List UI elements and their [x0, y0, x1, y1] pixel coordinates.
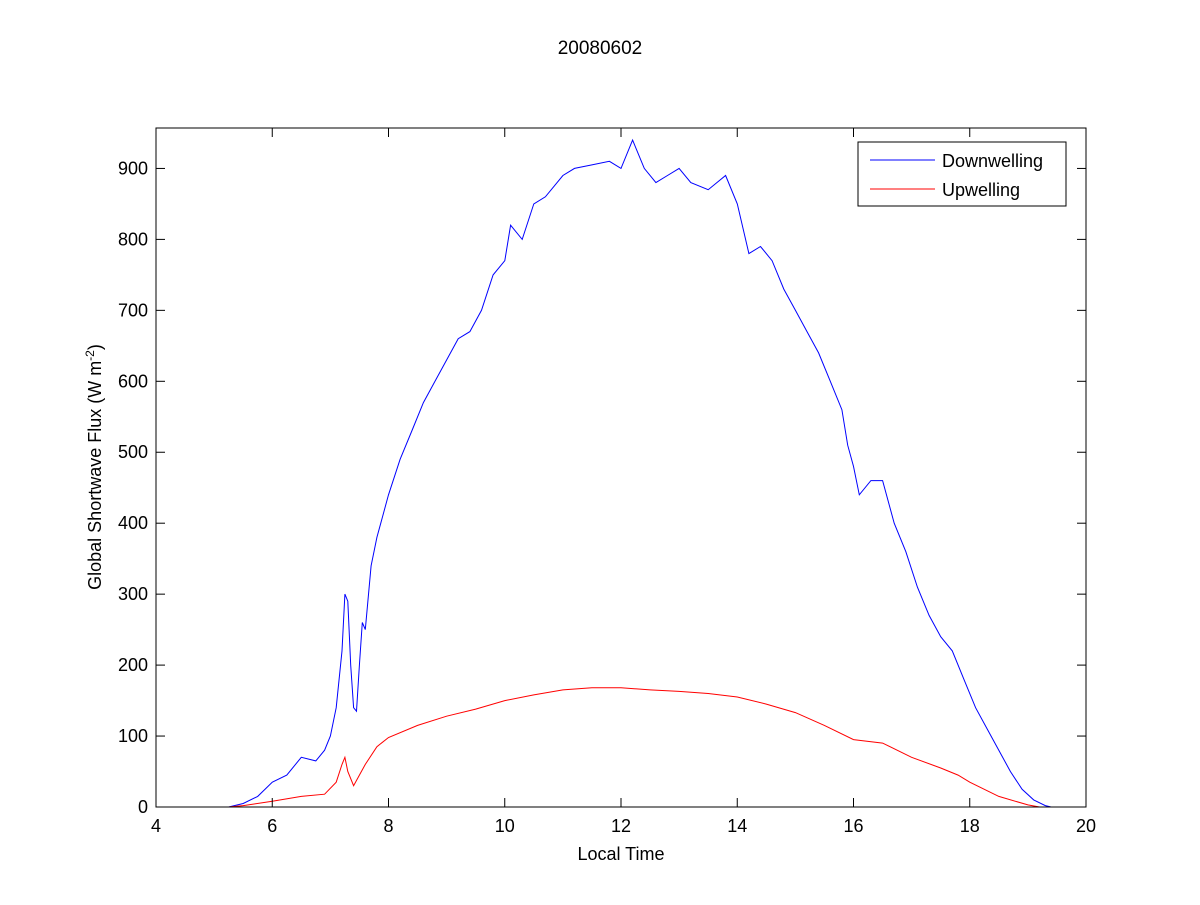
chart-title: 20080602	[558, 38, 643, 59]
y-tick-label: 200	[118, 655, 148, 675]
y-tick-label: 400	[118, 513, 148, 533]
y-tick-label: 900	[118, 158, 148, 178]
x-tick-label: 8	[383, 816, 393, 836]
x-axis-label: Local Time	[577, 844, 664, 864]
y-tick-label: 700	[118, 300, 148, 320]
series-line-downwelling	[228, 138, 1052, 808]
x-tick-label: 6	[267, 816, 277, 836]
x-tick-label: 18	[960, 816, 980, 836]
y-tick-label: 0	[138, 797, 148, 817]
x-tick-label: 10	[495, 816, 515, 836]
x-tick-label: 16	[843, 816, 863, 836]
x-tick-label: 20	[1076, 816, 1096, 836]
y-tick-label: 300	[118, 584, 148, 604]
legend-label-upwelling: Upwelling	[942, 180, 1020, 200]
x-tick-label: 12	[611, 816, 631, 836]
y-tick-label: 600	[118, 371, 148, 391]
y-tick-label: 500	[118, 442, 148, 462]
x-tick-label: 4	[151, 816, 161, 836]
axis-ticks: 4 6 8 10 12 14 16 18 200100200300400500600700800…	[118, 128, 1096, 836]
series-line-upwelling	[228, 687, 1040, 808]
axes-box	[155, 127, 1087, 808]
plot-lines	[228, 138, 1052, 808]
y-axis-label: Global Shortwave Flux (W m-2)	[83, 344, 105, 590]
x-tick-label: 14	[727, 816, 747, 836]
legend-box	[857, 141, 1067, 207]
y-tick-label: 800	[118, 229, 148, 249]
legend-label-downwelling: Downwelling	[942, 151, 1043, 171]
legend: Downwelling Upwelling	[857, 141, 1067, 207]
y-tick-label: 100	[118, 726, 148, 746]
